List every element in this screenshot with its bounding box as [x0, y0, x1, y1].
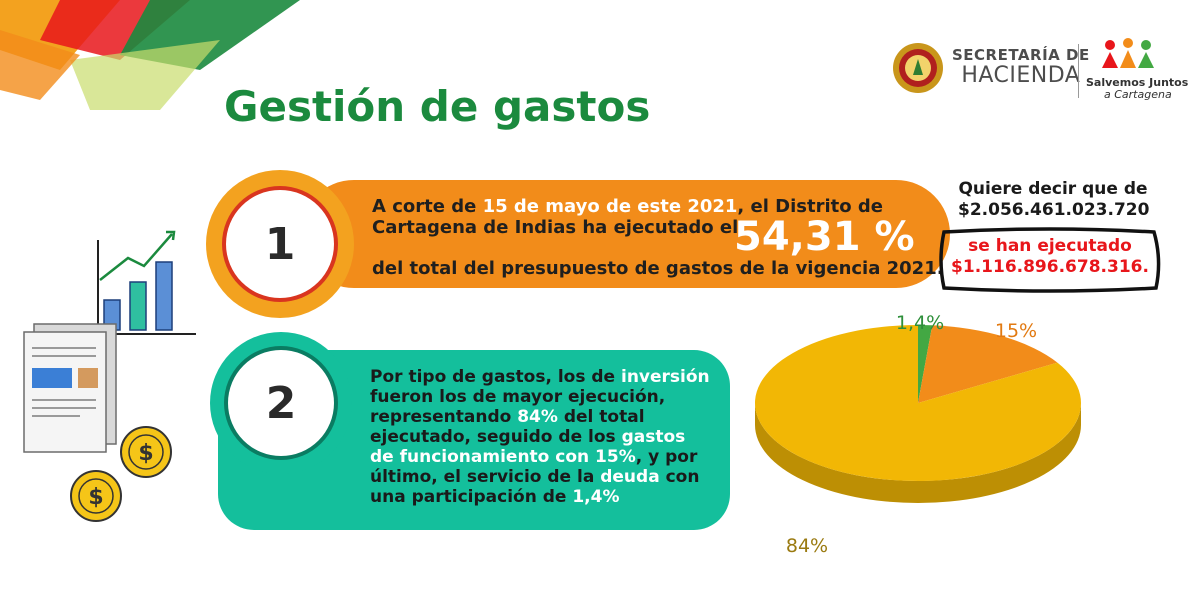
header-divider — [1078, 44, 1079, 98]
panel2-line: representando 84% del total — [370, 407, 645, 427]
decorative-corner — [0, 0, 300, 110]
dollar-coin-icon: $ — [70, 470, 122, 522]
step-badge: 1 — [226, 190, 334, 298]
date-highlight: 15 de mayo de este 2021 — [482, 196, 738, 217]
highlight-frame — [939, 227, 1161, 293]
pie-slice — [918, 325, 1058, 403]
campaign-name: Salvemos Juntos — [1086, 76, 1189, 89]
pie-slice — [918, 325, 933, 403]
expense-pie-chart: 84% 15% 1,4% — [755, 312, 1081, 557]
pie-data-label: 1,4% — [896, 312, 944, 334]
salvemos-juntos-logo-icon — [1102, 38, 1154, 68]
panel2-line: una participación de 1,4% — [370, 487, 620, 507]
page-title: Gestión de gastos — [224, 82, 651, 131]
panel1-line: A corte de 15 de mayo de este 2021, el D… — [372, 196, 883, 217]
pie-data-label: 15% — [995, 320, 1037, 342]
panel1-line: Cartagena de Indias ha ejecutado el — [372, 217, 739, 238]
execution-panel — [300, 180, 950, 288]
document-icon — [23, 323, 117, 453]
budget-total: $2.056.461.023.720 — [958, 200, 1150, 220]
step-number: 2 — [265, 377, 297, 429]
step-number: 1 — [264, 218, 296, 270]
panel2-line: ejecutado, seguido de los gastos — [370, 427, 686, 447]
panel2-line: de funcionamiento con 15%, y por — [370, 447, 698, 467]
svg-text:$: $ — [138, 441, 153, 466]
svg-text:$: $ — [88, 485, 103, 510]
executed-amount: $1.116.896.678.316. — [951, 257, 1149, 277]
pie-slice-side — [755, 403, 1081, 503]
city-seal-icon — [893, 43, 943, 93]
campaign-subtitle: a Cartagena — [1104, 88, 1172, 101]
step-badge: 2 — [228, 350, 334, 456]
growth-chart-icon — [90, 230, 196, 338]
dollar-coin-icon: $ — [120, 426, 172, 478]
execution-percent: 54,31 % — [734, 214, 915, 260]
budget-note: Quiere decir que de — [958, 179, 1148, 199]
panel2-line: último, el servicio de la deuda con — [370, 467, 700, 487]
pie-slice — [755, 325, 1081, 481]
panel1-line: del total del presupuesto de gastos de l… — [372, 258, 944, 279]
finance-illustration: $ $ — [23, 230, 196, 522]
panel2-line: fueron los de mayor ejecución, — [370, 387, 666, 407]
pie-data-label: 84% — [786, 535, 828, 557]
executed-label: se han ejecutado — [968, 236, 1132, 256]
entity-name: SECRETARÍA DE HACIENDA — [952, 46, 1090, 88]
panel2-line: Por tipo de gastos, los de inversión — [370, 367, 710, 387]
